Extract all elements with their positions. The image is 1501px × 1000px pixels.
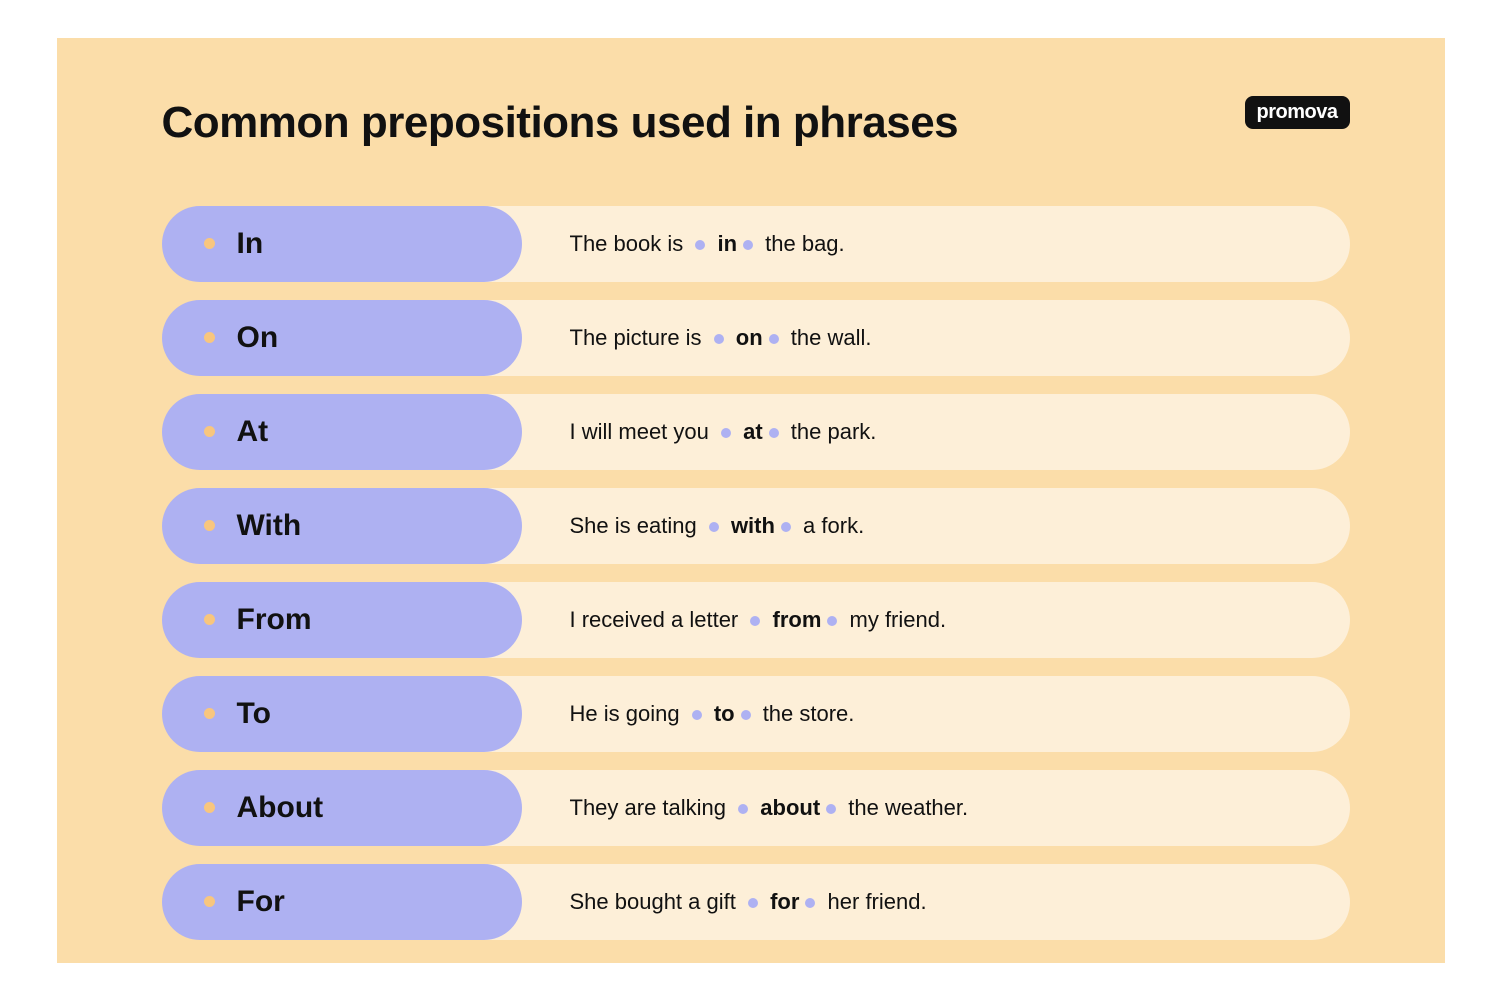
example-sentence: The book is in the bag.: [482, 206, 1350, 282]
list-item: On The picture is on the wall.: [162, 300, 1350, 376]
brand-logo: promova: [1245, 96, 1350, 129]
preposition-label: From: [162, 582, 522, 658]
list-item: With She is eating with a fork.: [162, 488, 1350, 564]
preposition-list: In The book is in the bag. On The picture i…: [162, 206, 1350, 940]
example-before: He is going: [570, 701, 686, 726]
example-bold: from: [773, 607, 822, 632]
preposition-label: With: [162, 488, 522, 564]
example-bold: in: [717, 231, 737, 256]
example-before: She bought a gift: [570, 889, 742, 914]
dot-icon: [827, 616, 837, 626]
page-title: Common prepositions used in phrases: [162, 98, 1350, 148]
dot-icon: [769, 428, 779, 438]
dot-icon: [721, 428, 731, 438]
example-sentence: I received a letter from my friend.: [482, 582, 1350, 658]
preposition-label-text: In: [237, 227, 264, 261]
example-bold: about: [760, 795, 820, 820]
dot-icon: [748, 898, 758, 908]
preposition-label: For: [162, 864, 522, 940]
list-item: To He is going to the store.: [162, 676, 1350, 752]
bullet-icon: [204, 896, 215, 907]
example-sentence: He is going to the store.: [482, 676, 1350, 752]
dot-icon: [769, 334, 779, 344]
example-after: the park.: [785, 419, 877, 444]
bullet-icon: [204, 332, 215, 343]
example-before: I will meet you: [570, 419, 716, 444]
list-item: For She bought a gift for her friend.: [162, 864, 1350, 940]
dot-icon: [695, 240, 705, 250]
preposition-label-text: With: [237, 509, 302, 543]
preposition-label-text: At: [237, 415, 269, 449]
bullet-icon: [204, 426, 215, 437]
example-bold: with: [731, 513, 775, 538]
example-after: a fork.: [797, 513, 864, 538]
bullet-icon: [204, 520, 215, 531]
example-after: my friend.: [843, 607, 946, 632]
example-before: I received a letter: [570, 607, 745, 632]
example-after: the weather.: [842, 795, 968, 820]
bullet-icon: [204, 708, 215, 719]
example-sentence: I will meet you at the park.: [482, 394, 1350, 470]
example-bold: at: [743, 419, 763, 444]
preposition-label-text: About: [237, 791, 324, 825]
preposition-label-text: From: [237, 603, 312, 637]
preposition-label-text: To: [237, 697, 271, 731]
bullet-icon: [204, 238, 215, 249]
dot-icon: [741, 710, 751, 720]
list-item: From I received a letter from my friend.: [162, 582, 1350, 658]
dot-icon: [750, 616, 760, 626]
example-after: the wall.: [785, 325, 872, 350]
dot-icon: [692, 710, 702, 720]
example-before: They are talking: [570, 795, 733, 820]
dot-icon: [709, 522, 719, 532]
dot-icon: [781, 522, 791, 532]
example-sentence: She is eating with a fork.: [482, 488, 1350, 564]
dot-icon: [714, 334, 724, 344]
preposition-label-text: For: [237, 885, 285, 919]
bullet-icon: [204, 802, 215, 813]
preposition-label: In: [162, 206, 522, 282]
example-after: her friend.: [821, 889, 926, 914]
preposition-label: To: [162, 676, 522, 752]
example-after: the bag.: [759, 231, 845, 256]
example-after: the store.: [757, 701, 855, 726]
dot-icon: [738, 804, 748, 814]
example-sentence: She bought a gift for her friend.: [482, 864, 1350, 940]
example-bold: to: [714, 701, 735, 726]
list-item: In The book is in the bag.: [162, 206, 1350, 282]
example-before: She is eating: [570, 513, 703, 538]
example-bold: on: [736, 325, 763, 350]
list-item: At I will meet you at the park.: [162, 394, 1350, 470]
dot-icon: [826, 804, 836, 814]
dot-icon: [743, 240, 753, 250]
preposition-label: About: [162, 770, 522, 846]
example-bold: for: [770, 889, 799, 914]
example-before: The book is: [570, 231, 690, 256]
example-sentence: They are talking about the weather.: [482, 770, 1350, 846]
example-before: The picture is: [570, 325, 708, 350]
dot-icon: [805, 898, 815, 908]
preposition-label: At: [162, 394, 522, 470]
infographic-canvas: promova Common prepositions used in phra…: [57, 38, 1445, 963]
list-item: About They are talking about the weather.: [162, 770, 1350, 846]
bullet-icon: [204, 614, 215, 625]
preposition-label: On: [162, 300, 522, 376]
example-sentence: The picture is on the wall.: [482, 300, 1350, 376]
preposition-label-text: On: [237, 321, 279, 355]
